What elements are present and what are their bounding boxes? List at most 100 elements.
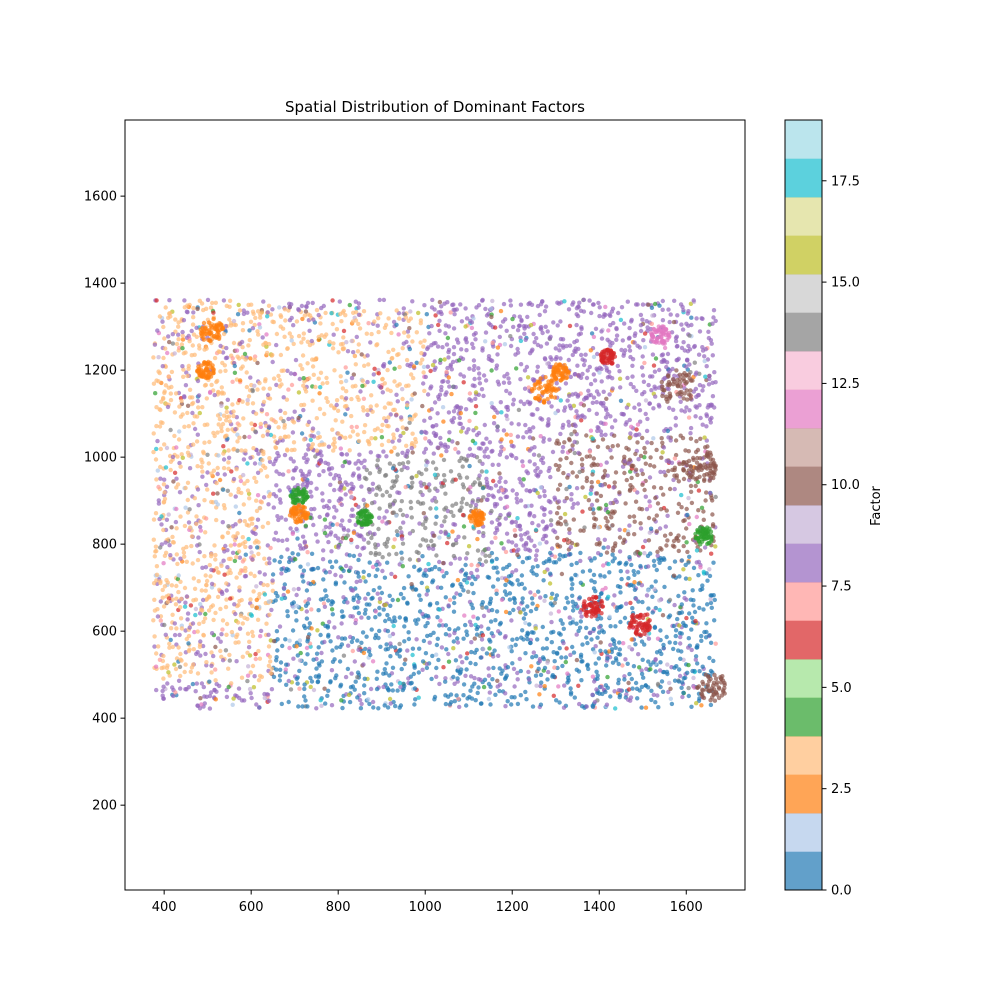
scatter-point bbox=[224, 632, 229, 637]
scatter-point bbox=[681, 535, 686, 540]
scatter-point bbox=[463, 673, 468, 678]
scatter-point bbox=[362, 611, 368, 616]
scatter-point bbox=[266, 599, 271, 604]
scatter-point bbox=[534, 336, 539, 341]
scatter-point bbox=[175, 454, 180, 459]
scatter-point bbox=[698, 548, 703, 553]
scatter-point bbox=[158, 545, 163, 550]
scatter-point bbox=[701, 384, 706, 389]
scatter-point bbox=[361, 497, 366, 503]
scatter-point bbox=[243, 448, 248, 453]
scatter-point bbox=[451, 522, 456, 527]
scatter-point bbox=[497, 682, 503, 687]
scatter-point bbox=[676, 479, 681, 484]
scatter-point bbox=[471, 316, 476, 321]
scatter-point bbox=[504, 413, 509, 418]
scatter-point bbox=[192, 496, 197, 501]
scatter-point bbox=[302, 686, 307, 692]
scatter-point bbox=[362, 691, 367, 696]
scatter-point bbox=[559, 571, 565, 577]
scatter-point bbox=[633, 551, 638, 556]
scatter-point bbox=[221, 298, 227, 303]
scatter-point bbox=[233, 504, 238, 509]
scatter-point bbox=[240, 328, 246, 333]
scatter-point bbox=[215, 471, 220, 477]
scatter-point bbox=[402, 639, 407, 644]
scatter-point bbox=[152, 644, 157, 649]
scatter-point bbox=[566, 307, 572, 312]
scatter-point bbox=[711, 560, 716, 565]
scatter-point bbox=[215, 594, 221, 600]
scatter-point bbox=[208, 305, 214, 310]
scatter-point bbox=[155, 438, 160, 444]
scatter-point bbox=[676, 501, 682, 507]
scatter-point bbox=[658, 507, 664, 512]
scatter-point bbox=[159, 399, 164, 404]
scatter-point bbox=[213, 697, 218, 702]
scatter-point bbox=[694, 514, 699, 520]
scatter-point bbox=[507, 645, 512, 650]
scatter-point bbox=[438, 357, 443, 363]
scatter-point bbox=[308, 480, 314, 486]
scatter-point bbox=[609, 515, 614, 520]
scatter-point bbox=[484, 436, 489, 441]
scatter-point bbox=[460, 660, 465, 665]
scatter-point bbox=[483, 378, 489, 383]
scatter-point bbox=[206, 608, 212, 613]
scatter-point bbox=[176, 573, 181, 578]
scatter-point bbox=[705, 602, 710, 607]
scatter-point bbox=[606, 484, 612, 489]
scatter-point bbox=[395, 490, 400, 495]
scatter-point bbox=[254, 702, 259, 707]
scatter-point bbox=[458, 569, 464, 574]
scatter-point bbox=[178, 464, 183, 469]
scatter-point bbox=[567, 343, 573, 348]
scatter-point bbox=[186, 641, 191, 646]
scatter-point bbox=[546, 468, 551, 474]
scatter-point bbox=[234, 554, 239, 560]
scatter-point bbox=[363, 596, 368, 601]
scatter-point bbox=[216, 422, 221, 427]
scatter-point bbox=[271, 462, 276, 467]
scatter-point bbox=[588, 348, 593, 353]
scatter-point bbox=[489, 631, 494, 636]
scatter-point bbox=[254, 508, 260, 514]
scatter-point bbox=[652, 517, 657, 522]
scatter-point bbox=[197, 621, 202, 626]
scatter-point bbox=[629, 319, 634, 324]
scatter-point bbox=[157, 424, 163, 429]
scatter-point bbox=[225, 397, 230, 402]
scatter-point bbox=[632, 405, 637, 410]
scatter-point bbox=[400, 564, 405, 569]
scatter-point bbox=[665, 428, 670, 434]
scatter-point bbox=[693, 618, 698, 624]
scatter-point bbox=[441, 457, 447, 463]
scatter-point bbox=[695, 643, 700, 648]
scatter-point bbox=[554, 650, 560, 656]
scatter-point bbox=[548, 518, 554, 523]
scatter-point bbox=[553, 462, 559, 468]
scatter-point bbox=[400, 461, 406, 466]
scatter-point bbox=[566, 678, 571, 683]
scatter-point bbox=[406, 334, 411, 339]
scatter-point bbox=[612, 689, 617, 694]
scatter-point bbox=[527, 513, 532, 518]
scatter-point bbox=[564, 646, 569, 651]
scatter-point bbox=[428, 368, 433, 374]
scatter-point bbox=[269, 607, 274, 613]
scatter-point bbox=[321, 548, 326, 553]
scatter-point bbox=[511, 397, 516, 402]
scatter-point bbox=[707, 373, 712, 379]
scatter-point bbox=[230, 550, 236, 555]
scatter-point bbox=[672, 559, 678, 564]
scatter-point bbox=[388, 641, 393, 646]
scatter-point bbox=[604, 460, 609, 465]
scatter-point bbox=[326, 467, 332, 472]
scatter-point bbox=[439, 645, 445, 650]
scatter-point bbox=[649, 584, 654, 589]
scatter-point bbox=[558, 431, 563, 437]
scatter-point bbox=[420, 501, 426, 506]
scatter-point bbox=[596, 300, 601, 306]
scatter-point bbox=[684, 526, 689, 531]
scatter-point bbox=[237, 435, 242, 440]
